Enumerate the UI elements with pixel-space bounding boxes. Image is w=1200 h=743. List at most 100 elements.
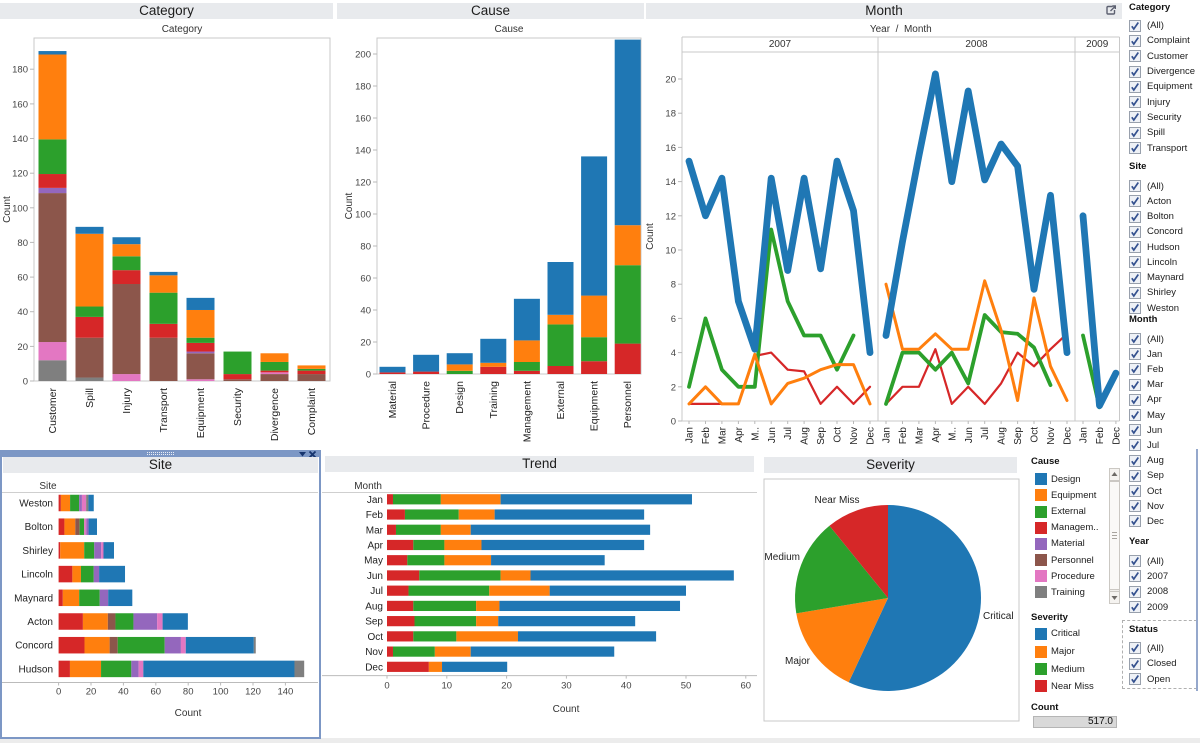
svg-text:Injury: Injury (121, 387, 133, 413)
svg-text:30: 30 (561, 681, 572, 692)
svg-text:Mar: Mar (914, 426, 925, 444)
svg-text:May: May (364, 556, 383, 567)
svg-text:140: 140 (355, 146, 371, 157)
svg-text:M..: M.. (947, 427, 958, 441)
svg-text:120: 120 (245, 687, 261, 698)
svg-text:Weston: Weston (19, 499, 53, 510)
svg-text:Jun: Jun (964, 427, 975, 443)
svg-text:60: 60 (360, 274, 371, 285)
svg-text:Count: Count (2, 196, 13, 223)
svg-text:80: 80 (360, 242, 371, 253)
svg-text:Mar: Mar (366, 525, 384, 536)
svg-text:40: 40 (17, 307, 28, 318)
svg-text:Major: Major (785, 656, 811, 667)
svg-text:80: 80 (17, 238, 28, 249)
svg-text:Jan: Jan (685, 427, 696, 443)
svg-text:Mar: Mar (717, 426, 728, 444)
svg-text:12: 12 (665, 211, 676, 222)
svg-text:Maynard: Maynard (14, 593, 53, 604)
svg-text:Aug: Aug (365, 601, 383, 612)
svg-text:Dec: Dec (866, 427, 877, 445)
svg-text:80: 80 (183, 687, 194, 698)
svg-text:180: 180 (355, 82, 371, 93)
svg-text:Management: Management (521, 381, 533, 442)
svg-text:Nov: Nov (849, 427, 860, 445)
svg-text:Dec: Dec (1111, 427, 1122, 445)
svg-text:Medium: Medium (764, 552, 800, 563)
svg-text:Critical: Critical (983, 611, 1014, 622)
svg-text:Jul: Jul (980, 427, 991, 440)
svg-text:60: 60 (17, 273, 28, 284)
svg-text:External: External (555, 381, 567, 420)
svg-text:Count: Count (553, 704, 580, 715)
svg-text:Count: Count (344, 192, 355, 219)
svg-text:Jan: Jan (367, 495, 383, 506)
svg-text:8: 8 (671, 280, 676, 291)
svg-text:20: 20 (86, 687, 97, 698)
svg-text:Nov: Nov (1046, 427, 1057, 445)
svg-text:Bolton: Bolton (25, 522, 53, 533)
svg-text:0: 0 (56, 687, 61, 698)
svg-text:Sep: Sep (365, 617, 383, 628)
svg-text:Procedure: Procedure (421, 381, 433, 430)
svg-text:100: 100 (355, 210, 371, 221)
svg-text:14: 14 (665, 177, 676, 188)
svg-text:6: 6 (671, 314, 676, 325)
svg-text:Oct: Oct (1030, 427, 1041, 443)
svg-text:Concord: Concord (15, 641, 53, 652)
svg-text:Oct: Oct (833, 427, 844, 443)
svg-text:20: 20 (17, 342, 28, 353)
svg-text:Count: Count (645, 223, 656, 250)
svg-text:2: 2 (671, 382, 676, 393)
svg-text:4: 4 (671, 348, 676, 359)
svg-text:20: 20 (360, 338, 371, 349)
svg-text:20: 20 (665, 75, 676, 86)
svg-text:0: 0 (366, 370, 371, 381)
svg-text:Apr: Apr (931, 426, 942, 442)
svg-text:Feb: Feb (366, 510, 384, 521)
svg-text:Feb: Feb (1095, 427, 1106, 445)
svg-text:60: 60 (151, 687, 162, 698)
svg-text:120: 120 (355, 178, 371, 189)
svg-text:200: 200 (355, 50, 371, 61)
svg-text:Count: Count (175, 708, 202, 719)
svg-text:Category: Category (162, 24, 203, 35)
svg-text:Jun: Jun (367, 571, 383, 582)
svg-text:40: 40 (118, 687, 129, 698)
svg-text:40: 40 (621, 681, 632, 692)
svg-text:Jan: Jan (882, 427, 893, 443)
svg-text:Lincoln: Lincoln (21, 570, 53, 581)
svg-text:160: 160 (355, 114, 371, 125)
svg-text:10: 10 (442, 681, 453, 692)
svg-text:Jul: Jul (370, 586, 383, 597)
svg-text:16: 16 (665, 143, 676, 154)
svg-text:140: 140 (277, 687, 293, 698)
svg-text:Customer: Customer (47, 388, 59, 434)
svg-text:0: 0 (384, 681, 389, 692)
svg-text:Equipment: Equipment (195, 388, 207, 438)
svg-text:Training: Training (488, 381, 500, 419)
svg-text:Personnel: Personnel (622, 381, 634, 428)
svg-text:160: 160 (12, 99, 28, 110)
svg-text:Feb: Feb (701, 427, 712, 445)
svg-text:Dec: Dec (365, 662, 383, 673)
svg-text:100: 100 (12, 203, 28, 214)
svg-text:M..: M.. (750, 427, 761, 441)
svg-text:Year / Month: Year / Month (870, 24, 932, 35)
svg-text:180: 180 (12, 65, 28, 76)
svg-text:Aug: Aug (997, 427, 1008, 445)
svg-text:Feb: Feb (898, 427, 909, 445)
svg-text:2009: 2009 (1086, 39, 1109, 50)
svg-text:0: 0 (23, 377, 28, 388)
svg-text:Sep: Sep (816, 427, 827, 445)
svg-text:Equipment: Equipment (589, 381, 601, 431)
svg-text:Aug: Aug (800, 427, 811, 445)
svg-text:40: 40 (360, 306, 371, 317)
svg-text:Apr: Apr (367, 541, 383, 552)
svg-text:0: 0 (671, 417, 676, 428)
svg-text:Jan: Jan (1079, 427, 1090, 443)
svg-text:Hudson: Hudson (19, 664, 53, 675)
svg-text:Jul: Jul (783, 427, 794, 440)
svg-text:Dec: Dec (1063, 427, 1074, 445)
svg-text:Design: Design (454, 381, 466, 414)
